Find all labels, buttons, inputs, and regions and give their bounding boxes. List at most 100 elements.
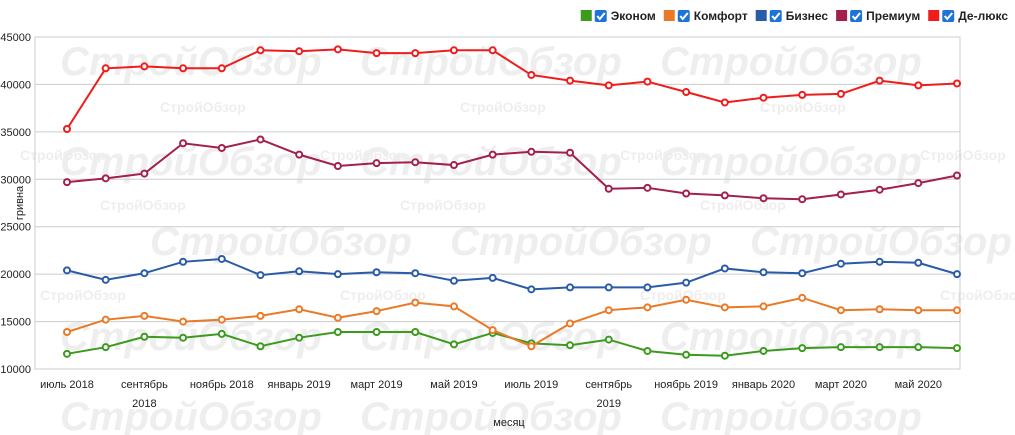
- y-tick-label: 40000: [0, 79, 31, 91]
- legend-item[interactable]: Премиум: [836, 9, 920, 23]
- data-point: [217, 64, 226, 73]
- data-point: [914, 258, 923, 267]
- data-point: [759, 302, 768, 311]
- watermark: СтройОбзор: [40, 287, 126, 303]
- y-tick-label: 20000: [0, 269, 31, 281]
- watermark: СтройОбзор: [750, 220, 1012, 264]
- x-tick-label: июль 2019: [504, 379, 558, 391]
- legend-item[interactable]: Комфорт: [663, 9, 748, 23]
- data-point: [953, 344, 961, 353]
- legend-checkbox[interactable]: [677, 10, 690, 22]
- legend-checkbox[interactable]: [594, 10, 607, 22]
- data-point: [217, 143, 226, 152]
- data-point: [875, 305, 884, 314]
- data-point: [836, 259, 845, 268]
- legend-checkbox[interactable]: [942, 10, 955, 22]
- watermark: СтройОбзор: [400, 197, 486, 213]
- data-point: [179, 257, 188, 266]
- data-point: [488, 326, 497, 335]
- legend-item[interactable]: Бизнес: [755, 9, 829, 23]
- data-point: [682, 189, 691, 198]
- data-point: [449, 340, 458, 349]
- data-point: [333, 328, 342, 337]
- watermark-layer: СтройОбзор СтройОбзор СтройОбзор СтройОбзор…: [20, 40, 1015, 435]
- watermark: СтройОбзор: [160, 99, 246, 115]
- legend-checkbox[interactable]: [769, 10, 782, 22]
- data-point: [527, 342, 536, 351]
- data-point: [875, 76, 884, 85]
- x-tick-label: январь 2019: [268, 379, 331, 391]
- x-axis-title: месяц: [493, 417, 525, 429]
- watermark: СтройОбзор: [920, 147, 1006, 163]
- data-point: [566, 76, 575, 85]
- watermark: СтройОбзор: [360, 40, 622, 84]
- data-point: [914, 81, 923, 90]
- data-point: [140, 311, 149, 320]
- data-point: [875, 343, 884, 352]
- data-point: [217, 254, 226, 263]
- data-point: [333, 45, 342, 54]
- data-point: [295, 333, 304, 342]
- legend-swatch: [755, 10, 767, 21]
- data-point: [953, 171, 961, 180]
- data-point: [372, 307, 381, 316]
- x-tick-label: сентябрь 2018: [121, 379, 168, 410]
- data-point: [140, 169, 149, 178]
- watermark: СтройОбзор: [360, 395, 622, 435]
- data-point: [333, 270, 342, 279]
- data-point: [256, 46, 265, 55]
- data-point: [101, 64, 110, 73]
- data-point: [411, 269, 420, 278]
- checkmark: [679, 12, 689, 21]
- y-tick-label: 30000: [0, 174, 31, 186]
- watermark: СтройОбзор: [340, 287, 426, 303]
- data-point: [256, 271, 265, 280]
- data-point: [372, 49, 381, 58]
- data-point: [953, 270, 961, 279]
- legend-checkbox[interactable]: [850, 10, 863, 22]
- data-point: [604, 335, 613, 344]
- legend-label: Бизнес: [786, 9, 829, 23]
- data-point: [488, 273, 497, 282]
- data-point: [449, 161, 458, 170]
- series-line: [66, 138, 958, 201]
- data-point: [720, 191, 729, 200]
- data-point: [759, 194, 768, 203]
- legend-item[interactable]: Де-люкс: [928, 9, 1008, 23]
- x-tick-label: май 2020: [895, 379, 942, 391]
- data-point: [720, 351, 729, 360]
- legend-swatch: [836, 10, 848, 21]
- data-point: [488, 46, 497, 55]
- data-point: [643, 346, 652, 355]
- watermark: СтройОбзор: [460, 99, 546, 115]
- data-point: [836, 306, 845, 315]
- data-point: [372, 328, 381, 337]
- data-point: [101, 174, 110, 183]
- data-point: [643, 77, 652, 86]
- watermark: СтройОбзор: [150, 220, 412, 264]
- watermark: СтройОбзор: [320, 147, 406, 163]
- data-point: [682, 278, 691, 287]
- data-point: [836, 343, 845, 352]
- legend-item[interactable]: Эконом: [580, 9, 656, 23]
- data-point: [63, 349, 71, 358]
- data-point: [295, 150, 304, 159]
- data-point: [63, 178, 71, 187]
- checkmark: [771, 12, 781, 21]
- data-point: [217, 329, 226, 338]
- data-point: [682, 350, 691, 359]
- data-point: [914, 306, 923, 315]
- data-point: [566, 148, 575, 157]
- data-point: [875, 185, 884, 194]
- y-tick-label: 35000: [0, 127, 31, 139]
- data-point: [101, 275, 110, 284]
- data-point: [449, 276, 458, 285]
- watermark: СтройОбзор: [660, 395, 922, 435]
- y-tick-label: 25000: [0, 222, 31, 234]
- data-point: [759, 268, 768, 277]
- data-point: [759, 93, 768, 102]
- data-point: [217, 315, 226, 324]
- data-point: [295, 267, 304, 276]
- data-point: [256, 342, 265, 351]
- watermark: СтройОбзор: [20, 147, 106, 163]
